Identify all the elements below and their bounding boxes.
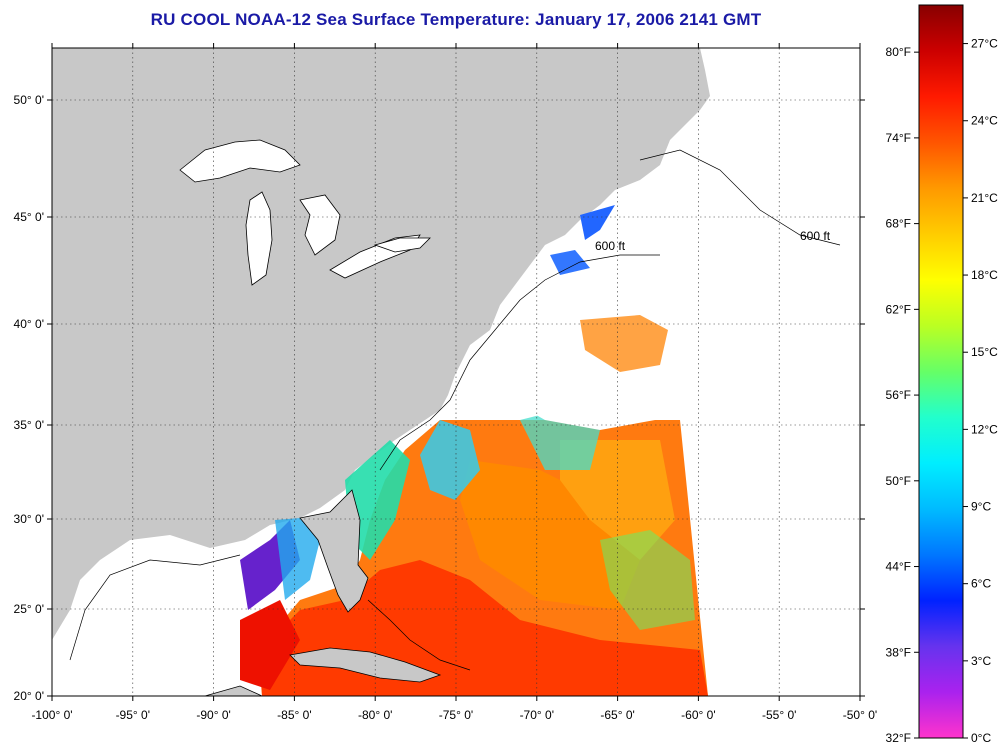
lat-label: 25° 0' (14, 602, 44, 616)
lat-label: 40° 0' (14, 317, 44, 331)
fahrenheit-label: 68°F (886, 217, 911, 231)
fahrenheit-label: 44°F (886, 560, 911, 574)
celsius-ticks: 27°C 24°C 21°C 18°C 15°C 12°C 9°C 6°C 3°C 0°C (963, 37, 998, 745)
map-title: RU COOL NOAA-12 Sea Surface Temperature:… (150, 10, 762, 29)
fahrenheit-label: 62°F (886, 302, 911, 316)
contour-label-east: 600 ft (800, 229, 831, 243)
celsius-label: 24°C (971, 114, 998, 128)
lon-label: -75° 0' (439, 708, 473, 722)
lat-label: 30° 0' (14, 512, 44, 526)
sst-data (240, 205, 708, 696)
celsius-label: 12°C (971, 422, 998, 436)
celsius-label: 3°C (971, 654, 991, 668)
longitude-labels: -100° 0' -95° 0' -90° 0' -85° 0' -80° 0' -75°… (31, 43, 877, 722)
lon-label: -70° 0' (520, 708, 554, 722)
contour-label: 600 ft (595, 239, 626, 253)
celsius-label: 9°C (971, 500, 991, 514)
colorbar-scale (918, 4, 964, 739)
land-florida-cuba (204, 489, 442, 697)
lon-label: -85° 0' (277, 708, 311, 722)
celsius-label: 6°C (971, 577, 991, 591)
lon-label: -65° 0' (600, 708, 634, 722)
lon-label: -50° 0' (843, 708, 877, 722)
fahrenheit-label: 50°F (886, 474, 911, 488)
lon-label: -60° 0' (681, 708, 715, 722)
lon-label: -95° 0' (116, 708, 150, 722)
lat-label: 20° 0' (14, 689, 44, 703)
celsius-label: 18°C (971, 268, 998, 282)
celsius-label: 0°C (971, 731, 991, 745)
lon-label: -80° 0' (358, 708, 392, 722)
fahrenheit-ticks: 80°F 74°F 68°F 62°F 56°F 50°F 44°F 38°F 32°F (886, 45, 919, 745)
lon-label: -55° 0' (762, 708, 796, 722)
celsius-label: 21°C (971, 191, 998, 205)
celsius-label: 15°C (971, 345, 998, 359)
lat-label: 50° 0' (14, 93, 44, 107)
fahrenheit-label: 56°F (886, 388, 911, 402)
lon-label: -90° 0' (196, 708, 230, 722)
fahrenheit-label: 38°F (886, 645, 911, 659)
fahrenheit-label: 32°F (886, 731, 911, 745)
graticule (52, 48, 860, 696)
latitude-labels: 50° 0' 45° 0' 40° 0' 35° 0' 30° 0' 25° 0' 20° … (14, 93, 865, 703)
bathymetry-contours (69, 149, 841, 671)
lat-label: 35° 0' (14, 418, 44, 432)
lat-label: 45° 0' (14, 210, 44, 224)
fahrenheit-label: 74°F (886, 131, 911, 145)
celsius-label: 27°C (971, 37, 998, 51)
lon-label: -100° 0' (31, 708, 72, 722)
fahrenheit-label: 80°F (886, 45, 911, 59)
